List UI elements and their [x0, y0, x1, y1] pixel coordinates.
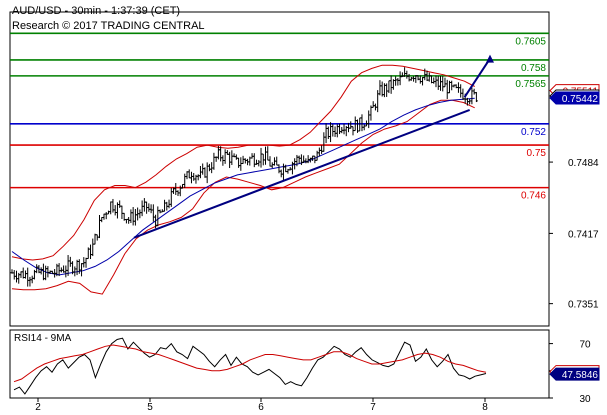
research-credit: Research © 2017 TRADING CENTRAL	[12, 20, 205, 32]
level-label-1: 0.758	[521, 63, 546, 74]
rsi-ytick-label-0: 70	[579, 340, 591, 351]
price-tag-label-2: 0.75442	[562, 94, 599, 105]
forecast-arrow-head	[486, 54, 494, 63]
level-label-3: 0.752	[521, 127, 546, 138]
rsi-series-1	[13, 344, 487, 383]
xtick-label-2: 6	[258, 402, 264, 413]
price-ytick-label-0: 0.7351	[568, 300, 599, 311]
support-trendline	[133, 108, 471, 239]
rsi-ytick-label-2: 30	[579, 394, 591, 405]
rsi-tag-label-1: 47.5846	[562, 370, 599, 381]
price-ytick-label-2: 0.7484	[568, 158, 599, 169]
bollinger-lower-line	[11, 99, 475, 295]
symbol-title: AUD/USD - 30min - 1:37:39 (CET)	[12, 5, 181, 17]
price-tag-box-2	[549, 91, 600, 105]
level-label-2: 0.7565	[515, 79, 546, 90]
level-label-5: 0.746	[521, 191, 546, 202]
xtick-label-0: 2	[35, 402, 41, 413]
xtick-label-1: 5	[147, 402, 153, 413]
price-panel-frame	[9, 11, 550, 327]
level-label-4: 0.75	[527, 148, 547, 159]
level-label-0: 0.7605	[515, 36, 546, 47]
rsi-panel-frame	[9, 329, 550, 399]
xtick-label-4: 8	[482, 402, 488, 413]
xtick-label-3: 7	[370, 402, 376, 413]
rsi-series-0	[13, 337, 487, 395]
forecast-arrow-shaft	[463, 58, 491, 98]
moving-average-line	[11, 97, 475, 276]
price-ytick-label-1: 0.7417	[568, 229, 599, 240]
bollinger-upper-line	[11, 64, 475, 261]
rsi-tag-box-1	[549, 367, 600, 381]
rsi-title: RSI14 - 9MA	[14, 333, 72, 344]
price-bars	[10, 67, 478, 287]
